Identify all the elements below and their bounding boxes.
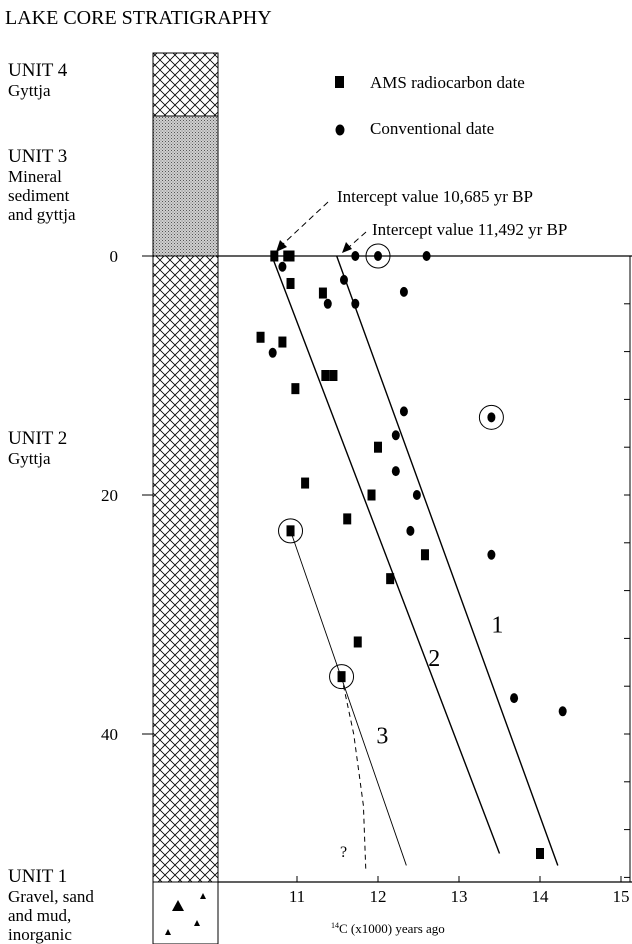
legend: AMS radiocarbon date Conventional date	[335, 73, 525, 138]
x-tick-label: 12	[370, 887, 387, 906]
unit3-desc: Mineral	[8, 167, 62, 186]
unit1-name: UNIT 1	[8, 866, 67, 887]
y-tick-label: 0	[110, 247, 119, 266]
conventional-date-point	[374, 251, 382, 261]
unit3-column	[152, 115, 219, 257]
conventional-date-point	[406, 525, 415, 536]
fit-line-label: 1	[491, 612, 503, 638]
conventional-date-point	[422, 251, 431, 261]
fit-line-3	[290, 530, 407, 866]
unit1-desc: inorganic	[8, 925, 72, 944]
unit2-column	[152, 255, 219, 883]
ams-date-point	[329, 370, 338, 381]
ams-date-point	[301, 477, 310, 489]
conventional-date-point	[399, 406, 408, 417]
unit2-desc: Gyttja	[8, 449, 51, 468]
conventional-date-point	[558, 706, 567, 717]
x-tick-label: 11	[289, 887, 305, 906]
ams-date-point	[286, 250, 295, 262]
circled-point-ring	[329, 664, 355, 690]
conventional-date-point	[351, 251, 360, 261]
ams-date-point	[256, 331, 265, 343]
ams-date-point	[286, 277, 295, 289]
ams-date-point	[337, 671, 346, 683]
unit1-desc: Gravel, sand	[8, 887, 94, 906]
ams-date-point	[286, 525, 295, 537]
unit3-desc: sediment	[8, 186, 70, 205]
ams-date-point	[343, 513, 352, 525]
fit-line-2	[271, 255, 501, 854]
unit3-name: UNIT 3	[8, 146, 67, 167]
conventional-date-point	[351, 298, 360, 309]
conventional-date-point	[487, 549, 496, 560]
intercept-arrowhead-2	[342, 242, 352, 253]
ams-date-point	[321, 370, 330, 381]
ams-date-point	[420, 549, 429, 561]
fit-line-label: 2	[428, 646, 440, 672]
circled-point-ring	[278, 518, 304, 544]
gravel-triangle	[172, 900, 184, 911]
unit3-desc: and gyttja	[8, 205, 76, 224]
ams-date-point	[386, 573, 395, 585]
legend-conventional-marker	[335, 124, 345, 136]
ams-date-point	[278, 336, 287, 348]
unit-labels: UNIT 4 Gyttja UNIT 3 Mineral sediment an…	[8, 60, 94, 944]
intercept-annotations: Intercept value 10,685 yr BP Intercept v…	[276, 187, 567, 861]
conventional-date-point	[268, 347, 277, 358]
gravel-triangle	[194, 920, 200, 926]
ams-date-point	[318, 287, 327, 299]
x-tick-label: 15	[613, 887, 630, 906]
conventional-date-point	[399, 286, 408, 297]
intercept-arrow-2	[348, 231, 367, 248]
ams-date-point	[367, 489, 376, 501]
intercept-arrowhead-1	[276, 240, 287, 252]
fit-line-label: 3	[376, 724, 388, 750]
unit4-column	[152, 52, 219, 117]
conventional-date-point	[278, 261, 287, 272]
unit4-name: UNIT 4	[8, 60, 68, 81]
x-tick-label: 13	[451, 887, 468, 906]
gravel-triangle	[165, 929, 171, 935]
legend-ams-label: AMS radiocarbon date	[370, 73, 525, 92]
page-title: LAKE CORE STRATIGRAPHY	[5, 7, 272, 29]
ams-date-point	[291, 383, 300, 395]
legend-conventional-label: Conventional date	[370, 119, 494, 138]
conventional-date-point	[339, 274, 348, 285]
conventional-date-point	[323, 298, 332, 309]
unit2-name: UNIT 2	[8, 428, 67, 449]
unit1-desc: and mud,	[8, 906, 71, 925]
unit1-column	[152, 881, 219, 944]
conventional-date-point	[487, 412, 496, 423]
dashed-extrapolation	[341, 676, 367, 872]
ams-date-point	[374, 441, 382, 453]
intercept-label-1: Intercept value 10,685 yr BP	[337, 187, 533, 206]
intercept-arrow-1	[281, 201, 329, 246]
conventional-date-point	[391, 466, 400, 477]
y-tick-label: 20	[101, 486, 118, 505]
conventional-date-point	[412, 490, 421, 500]
ams-date-point	[353, 636, 362, 648]
y-tick-label: 40	[101, 725, 118, 744]
ams-date-point	[270, 250, 279, 262]
gravel-triangle	[200, 893, 206, 899]
question-mark: ?	[340, 844, 347, 861]
strat-column	[152, 52, 219, 944]
circled-point-ring	[478, 404, 504, 430]
circled-point-ring	[365, 243, 391, 269]
x-axis-label: 14C (x1000) years ago	[331, 921, 445, 936]
fit-line-1	[336, 255, 559, 866]
conventional-date-point	[391, 430, 400, 441]
unit4-desc: Gyttja	[8, 81, 51, 100]
conventional-date-point	[510, 693, 519, 704]
intercept-label-2: Intercept value 11,492 yr BP	[372, 220, 567, 239]
ams-date-point	[536, 848, 544, 859]
legend-ams-marker	[335, 76, 344, 88]
x-tick-label: 14	[532, 887, 550, 906]
